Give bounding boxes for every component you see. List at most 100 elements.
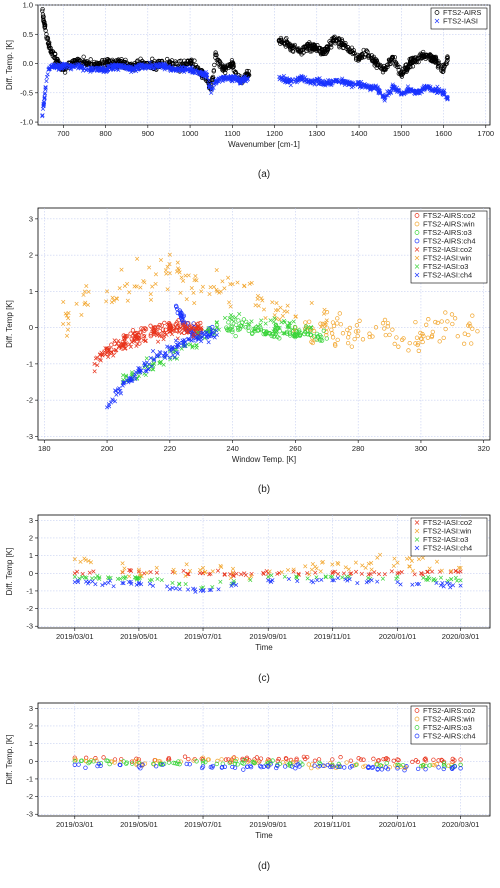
data-point [163, 327, 168, 332]
x-tick-label: 1200 [266, 129, 283, 138]
series-fts2-iasi-ch4 [72, 575, 463, 594]
data-point [344, 760, 349, 765]
data-point [466, 332, 471, 338]
x-tick-label: 200 [101, 444, 114, 453]
data-point [335, 764, 340, 769]
data-point [106, 58, 112, 64]
data-point [271, 329, 276, 334]
data-point [196, 336, 202, 342]
data-point [369, 560, 374, 565]
data-point [214, 287, 219, 292]
data-point [170, 353, 176, 358]
data-point [172, 570, 177, 575]
data-point [330, 571, 335, 576]
data-point [402, 92, 407, 97]
data-point [218, 563, 223, 568]
legend: FTS2-AIRS:co2FTS2-AIRS:winFTS2-AIRS:o3FT… [410, 210, 488, 284]
data-point [439, 758, 445, 763]
data-point [389, 56, 395, 61]
legend-marker [414, 725, 420, 730]
data-point [243, 74, 248, 79]
data-point [182, 754, 188, 759]
data-point [111, 353, 116, 358]
data-point [148, 355, 153, 361]
data-point [166, 760, 172, 765]
data-point [261, 764, 266, 769]
data-point [141, 327, 146, 332]
data-point [194, 759, 199, 764]
data-point [175, 310, 180, 316]
data-point [180, 317, 185, 323]
data-point [378, 89, 383, 94]
data-point [296, 46, 301, 51]
data-point [340, 331, 346, 336]
data-point [92, 65, 97, 70]
data-point [351, 48, 356, 53]
data-point [274, 330, 279, 335]
data-point [145, 366, 151, 372]
data-point [189, 338, 194, 343]
data-point [305, 330, 310, 335]
data-point [287, 43, 292, 48]
data-point [183, 326, 188, 331]
data-point [116, 390, 121, 395]
data-point [40, 6, 45, 12]
data-point [127, 64, 132, 69]
data-point [202, 332, 207, 338]
data-point [105, 68, 110, 74]
data-point [309, 300, 314, 305]
data-point [104, 299, 109, 304]
data-point [220, 279, 225, 284]
data-point [346, 331, 352, 336]
data-point [440, 62, 445, 68]
data-point [105, 289, 110, 294]
data-point [92, 369, 97, 374]
data-point [394, 576, 399, 581]
data-point [230, 79, 235, 84]
data-point [458, 757, 463, 762]
data-point [330, 570, 336, 575]
data-point [336, 79, 342, 84]
data-point [244, 757, 249, 762]
x-axis-label: Time [255, 643, 273, 652]
data-point [371, 54, 377, 60]
data-point [339, 78, 344, 83]
data-point [380, 576, 385, 581]
data-point [461, 341, 467, 346]
data-point [425, 569, 430, 574]
data-point [43, 87, 48, 92]
data-point [163, 350, 168, 355]
data-point [106, 402, 111, 407]
data-point [297, 333, 303, 338]
legend-box [410, 705, 488, 745]
data-point [360, 563, 365, 568]
data-point [102, 349, 107, 354]
data-point [183, 581, 188, 587]
data-point [229, 583, 234, 588]
data-point [119, 57, 124, 62]
x-tick-label: 1100 [224, 129, 240, 138]
data-point [127, 574, 132, 579]
data-point [81, 292, 86, 297]
y-tick-label: -1 [26, 774, 33, 783]
data-point [246, 68, 251, 74]
data-point [227, 300, 232, 305]
data-point [475, 329, 480, 334]
data-point [249, 573, 254, 578]
data-point [400, 337, 405, 342]
data-point [261, 307, 267, 312]
data-point [186, 327, 192, 332]
data-point [343, 41, 348, 46]
plot-area [37, 514, 491, 629]
data-point [381, 66, 387, 72]
data-point [442, 88, 447, 93]
data-point [191, 290, 196, 295]
data-point [235, 762, 240, 767]
data-point [347, 47, 352, 52]
data-point [179, 64, 184, 69]
data-point [238, 323, 244, 328]
data-point [259, 296, 264, 301]
data-point [335, 571, 341, 576]
y-tick-label: -2 [26, 396, 33, 405]
data-point [133, 370, 139, 375]
